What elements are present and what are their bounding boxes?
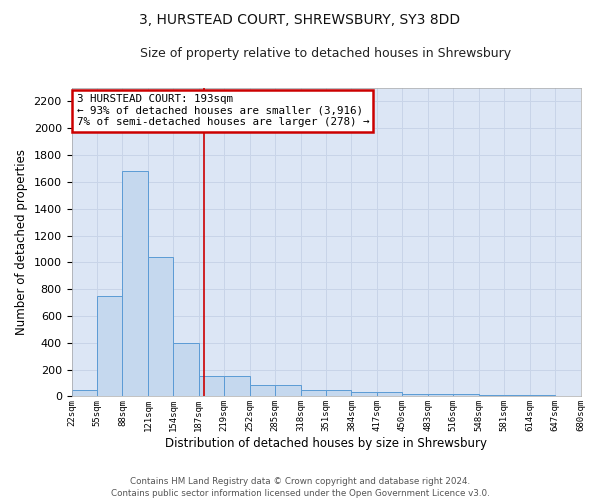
Y-axis label: Number of detached properties: Number of detached properties	[15, 149, 28, 335]
Bar	[173, 343, 199, 396]
Text: Contains HM Land Registry data © Crown copyright and database right 2024.
Contai: Contains HM Land Registry data © Crown c…	[110, 476, 490, 498]
Bar	[301, 390, 326, 396]
Bar	[122, 171, 148, 396]
Bar	[250, 385, 275, 396]
Text: 3 HURSTEAD COURT: 193sqm
← 93% of detached houses are smaller (3,916)
7% of semi: 3 HURSTEAD COURT: 193sqm ← 93% of detach…	[77, 94, 369, 128]
Text: 3, HURSTEAD COURT, SHREWSBURY, SY3 8DD: 3, HURSTEAD COURT, SHREWSBURY, SY3 8DD	[139, 12, 461, 26]
Bar	[71, 390, 97, 396]
Bar	[224, 376, 250, 396]
Bar	[199, 376, 224, 396]
Bar	[453, 394, 479, 396]
Title: Size of property relative to detached houses in Shrewsbury: Size of property relative to detached ho…	[140, 48, 512, 60]
Bar	[326, 390, 352, 396]
Bar	[530, 395, 555, 396]
Bar	[403, 394, 428, 396]
Bar	[275, 385, 301, 396]
Bar	[377, 392, 403, 396]
X-axis label: Distribution of detached houses by size in Shrewsbury: Distribution of detached houses by size …	[165, 437, 487, 450]
Bar	[148, 257, 173, 396]
Bar	[504, 395, 530, 396]
Bar	[352, 392, 377, 396]
Bar	[479, 395, 504, 396]
Bar	[97, 296, 122, 396]
Bar	[428, 394, 453, 396]
